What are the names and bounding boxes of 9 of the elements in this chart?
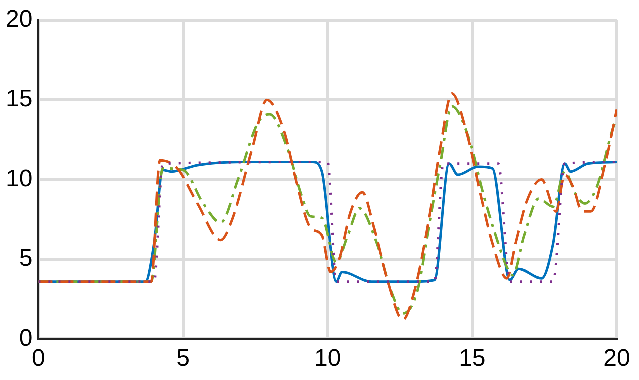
x-tick-label: 10 <box>314 345 342 372</box>
y-tick-label: 5 <box>19 245 33 272</box>
x-tick-label: 5 <box>176 345 190 372</box>
y-tick-label: 10 <box>6 165 33 192</box>
y-tick-label: 15 <box>6 86 33 113</box>
y-tick-label: 0 <box>19 324 33 352</box>
y-tick-label: 20 <box>6 6 33 34</box>
x-tick-label: 15 <box>459 345 486 372</box>
x-tick-label: 20 <box>604 345 630 372</box>
